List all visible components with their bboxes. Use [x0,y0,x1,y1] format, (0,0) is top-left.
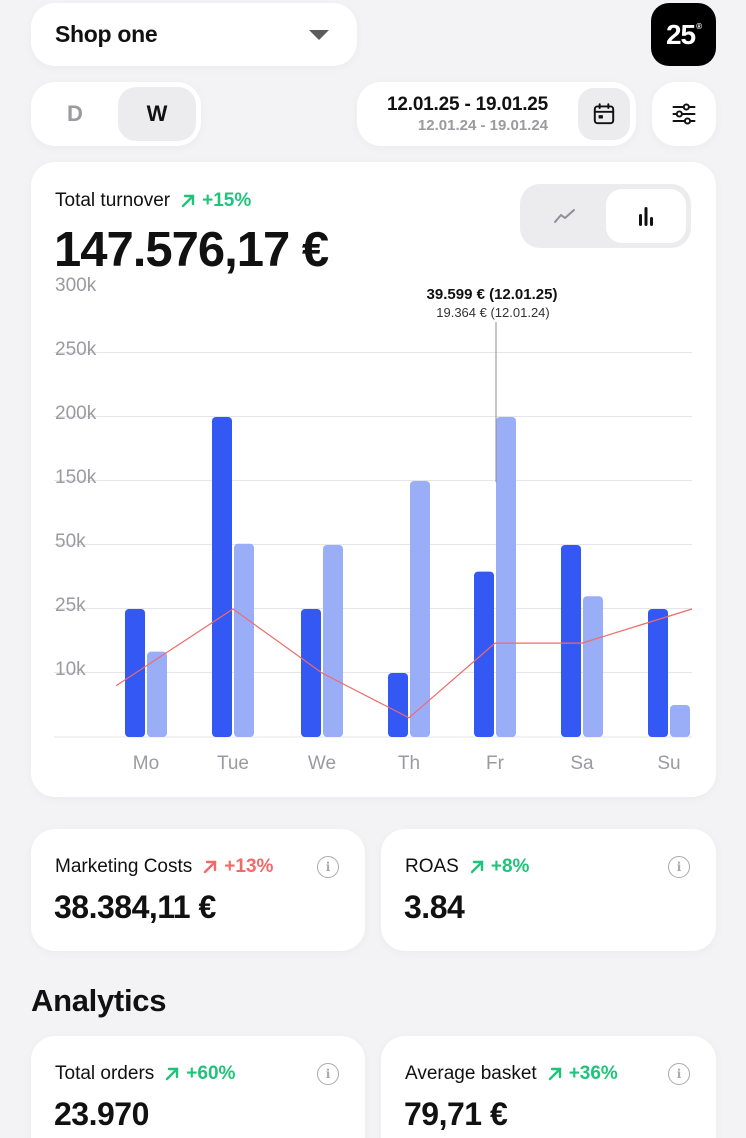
chart-type-toggle [520,184,691,248]
metric-trend: +60% [164,1063,235,1085]
shop-selector[interactable]: Shop one [31,3,357,66]
metric-change: +8% [490,856,530,877]
metric-title-row: Average basket +36% [405,1063,618,1085]
arrow-up-right-icon [470,860,484,874]
metric-value: 3.84 [404,889,465,925]
metric-title-row: Total orders +60% [55,1063,235,1085]
analytics-heading: Analytics [31,983,167,1018]
info-icon[interactable]: i [317,856,339,878]
bar-chart-button[interactable] [605,189,686,243]
period-week-button[interactable]: W [118,87,196,141]
turnover-card: 10k 25k 50k 150k 200k 250k 300k Mo Tue We Th Fr Sa Su… [31,162,716,797]
y-tick-label: 50k [55,531,86,552]
sliders-icon [672,103,696,125]
bar-previous [410,481,430,737]
bar-current [212,417,232,737]
previous-date-range: 12.01.24 - 19.01.24 [417,117,549,134]
bar-current [561,545,581,737]
bar-current [474,571,494,737]
marketing-costs-card[interactable]: Marketing Costs +13% i 38.384,11 € [31,829,365,951]
metric-change: +13% [224,856,274,877]
period-toggle: D W [31,82,201,146]
line-chart-icon [554,209,576,223]
average-basket-card[interactable]: Average basket +36% i 79,71 € [381,1036,716,1138]
bar-previous [147,651,167,737]
metric-title: Average basket [405,1063,537,1084]
date-range-text: 12.01.25 - 19.01.25 12.01.24 - 19.01.24 [387,94,548,134]
turnover-value: 147.576,17 € [54,223,329,277]
metric-value: 23.970 [54,1096,149,1132]
bar-current [388,673,408,737]
x-tick-label: Fr [486,753,505,774]
brand-logo[interactable]: 25 ® [651,3,716,66]
turnover-bar-chart: 10k 25k 50k 150k 200k 250k 300k Mo Tue We Th Fr Sa Su… [54,275,693,774]
logo-mark: ® [696,22,702,31]
shop-name: Shop one [55,21,158,47]
filter-button[interactable] [652,82,716,146]
y-tick-label: 300k [55,275,97,296]
x-tick-label: Sa [570,753,594,774]
info-icon[interactable]: i [668,1063,690,1085]
x-tick-label: Su [657,753,680,774]
y-tick-label: 250k [55,339,97,360]
logo-text: 25 [665,18,696,50]
bar-previous [323,545,343,737]
arrow-up-right-icon [181,194,195,208]
bar-previous [234,543,254,737]
metric-change: +36% [568,1063,618,1084]
x-tick-label: We [308,753,336,774]
metric-change: +60% [186,1063,236,1084]
line-chart-button[interactable] [525,189,606,243]
turnover-change: +15% [202,190,252,211]
total-orders-card[interactable]: Total orders +60% i 23.970 [31,1036,365,1138]
bar-previous [496,417,516,737]
bar-current [301,609,321,737]
arrow-up-right-icon [166,1067,179,1081]
current-date-range: 12.01.25 - 19.01.25 [387,94,549,115]
turnover-trend: +15% [180,190,251,212]
period-day-button[interactable]: D [67,101,83,126]
metric-title: ROAS [405,856,459,877]
bar-chart-icon [638,207,653,226]
metric-title-row: ROAS +8% [405,856,529,878]
turnover-title-row: Total turnover +15% [55,190,251,212]
x-tick-label: Tue [217,753,249,774]
metric-trend: +8% [469,856,530,878]
metric-value: 79,71 € [404,1096,508,1132]
date-range-picker[interactable]: 12.01.25 - 19.01.25 12.01.24 - 19.01.24 [357,82,636,146]
bar-previous [583,596,603,737]
arrow-up-right-icon [204,860,217,874]
bar-current [648,609,668,737]
info-icon[interactable]: i [668,856,690,878]
y-tick-label: 10k [55,659,86,680]
chevron-down-icon [309,29,329,40]
line-series [115,608,693,719]
bar-previous [670,705,690,737]
y-tick-label: 200k [55,403,97,424]
metric-title: Marketing Costs [55,856,193,877]
arrow-up-right-icon [548,1067,561,1081]
y-tick-label: 150k [55,467,97,488]
x-tick-label: Th [398,753,420,774]
tooltip-primary: 39.599 € (12.01.25) [427,286,558,303]
metric-title-row: Marketing Costs +13% [55,856,273,878]
y-tick-label: 25k [55,595,86,616]
info-icon[interactable]: i [317,1063,339,1085]
metric-trend: +13% [202,856,273,878]
x-tick-label: Mo [133,753,159,774]
metric-trend: +36% [547,1063,618,1085]
tooltip-secondary: 19.364 € (12.01.24) [436,305,549,320]
calendar-icon [593,103,615,125]
metric-value: 38.384,11 € [54,889,216,925]
metric-title: Total orders [55,1063,155,1084]
roas-card[interactable]: ROAS +8% i 3.84 [381,829,716,951]
turnover-title: Total turnover [55,190,171,211]
calendar-button[interactable] [578,88,630,140]
